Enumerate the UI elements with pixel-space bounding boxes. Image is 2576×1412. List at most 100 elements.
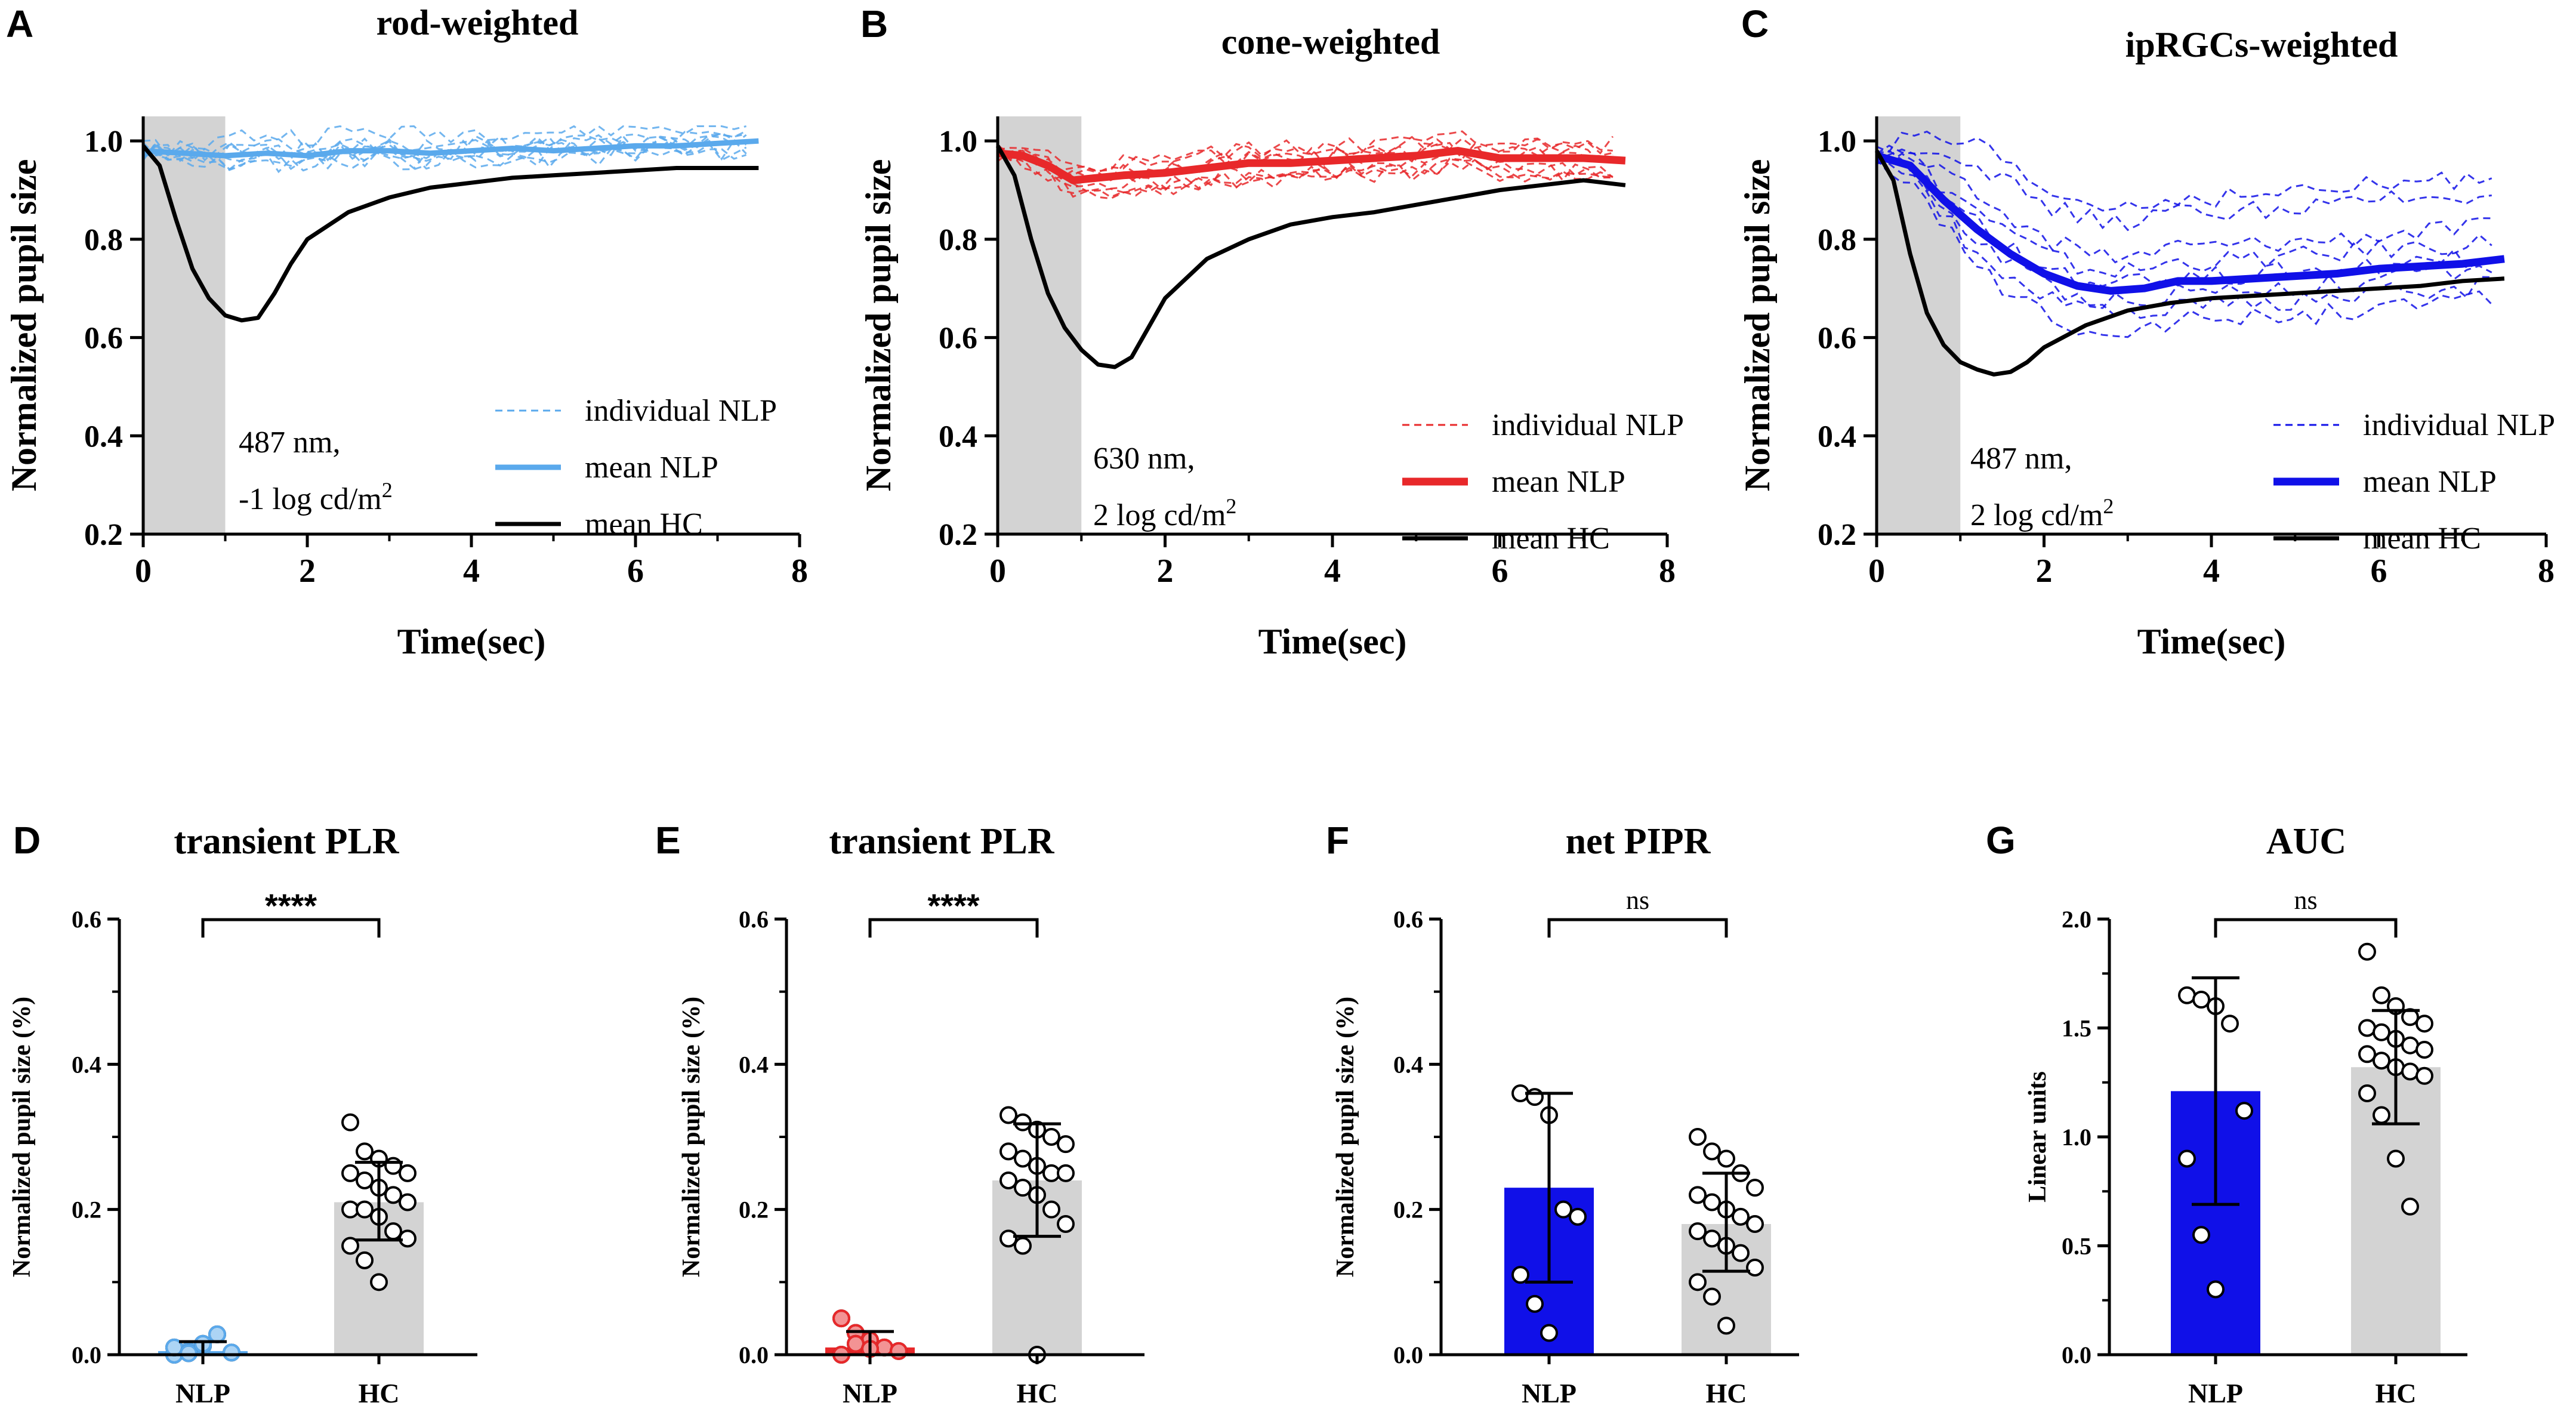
panel-title: AUC: [2266, 821, 2346, 862]
individual-trace: [997, 144, 1614, 190]
x-tick-label: 4: [463, 553, 480, 590]
luminance-text: 2 log cd/m: [1093, 498, 1226, 532]
data-point: [2373, 1023, 2390, 1041]
x-tick-label: 6: [627, 553, 644, 590]
stimulus-window: [1877, 116, 1961, 534]
data-point: [1042, 1200, 1060, 1219]
data-point: [1014, 1179, 1032, 1197]
y-tick-label: 0.8: [1818, 223, 1856, 257]
y-tick-label: 0.0: [72, 1342, 101, 1368]
data-point: [999, 1171, 1017, 1189]
data-point: [356, 1200, 374, 1219]
legend-label: mean NLP: [2363, 465, 2497, 499]
y-axis-label: Normalized pupil size (%): [1332, 997, 1359, 1277]
data-point: [384, 1222, 402, 1241]
data-point: [1540, 1324, 1558, 1342]
y-tick-label: 0.2: [739, 1197, 769, 1223]
y-tick-label: 0.0: [1393, 1342, 1423, 1368]
data-point: [2415, 1041, 2433, 1059]
data-point: [2401, 1036, 2419, 1055]
x-tick-label: 4: [2203, 553, 2220, 590]
data-point: [1717, 1149, 1735, 1168]
luminance-superscript: 2: [2103, 494, 2114, 518]
individual-trace: [1876, 148, 2492, 264]
data-point: [356, 1251, 374, 1269]
individual-trace: [1876, 144, 2492, 232]
x-axis-label: Time(sec): [397, 622, 546, 661]
legend-label: individual NLP: [1492, 408, 1684, 442]
x-tick-label: NLP: [843, 1378, 897, 1408]
x-tick-label: NLP: [1522, 1378, 1577, 1408]
significance-bracket: [868, 918, 1039, 938]
x-tick-label: 2: [2036, 553, 2053, 590]
y-tick-label: 0.2: [72, 1197, 101, 1223]
data-point: [1057, 1215, 1075, 1233]
data-point: [1511, 1266, 1529, 1284]
data-point: [341, 1113, 359, 1132]
data-point: [1703, 1142, 1721, 1161]
y-axis-label: Normalized pupil size (%): [8, 997, 36, 1277]
y-tick-label: 0.6: [939, 322, 977, 356]
data-point: [2221, 1015, 2239, 1033]
data-point: [1689, 1222, 1707, 1241]
y-tick-label: 0.4: [84, 420, 123, 454]
data-point: [341, 1237, 359, 1255]
individual-trace: [997, 147, 1613, 196]
condition-wavelength: 630 nm,: [1093, 442, 1195, 476]
y-tick-label: 0.2: [1818, 518, 1856, 552]
data-point-colored: [208, 1325, 226, 1343]
panel-title: transient PLR: [829, 821, 1054, 862]
data-point: [1746, 1259, 1764, 1277]
y-tick-label: 0.4: [1393, 1051, 1423, 1078]
data-point: [399, 1193, 417, 1211]
x-tick-label: 0: [135, 553, 152, 590]
data-point: [356, 1171, 374, 1189]
y-tick-label: 0.6: [84, 322, 123, 356]
legend-label: individual NLP: [2363, 408, 2555, 442]
luminance-text: -1 log cd/m: [239, 482, 382, 516]
panel-letter: G: [1986, 819, 2016, 862]
y-tick-label: 1.0: [84, 125, 123, 159]
data-point-colored: [832, 1309, 850, 1328]
data-point: [2358, 1019, 2376, 1037]
data-point: [1703, 1229, 1721, 1248]
x-tick-label: NLP: [2188, 1378, 2243, 1408]
significance-bracket: [2214, 918, 2398, 938]
y-tick-label: 0.2: [939, 518, 977, 552]
mean-nlp-line: [1875, 152, 2505, 295]
data-point: [2192, 991, 2210, 1009]
y-axis-label: Normalized pupil size: [859, 159, 898, 492]
panel-title: rod-weighted: [377, 3, 579, 42]
mean-hc-line: [141, 144, 759, 323]
x-tick-label: 2: [1157, 553, 1174, 590]
individual-trace: [1876, 130, 2492, 212]
panel-title: cone-weighted: [1221, 22, 1440, 61]
x-tick-label: 8: [791, 553, 808, 590]
y-tick-label: 2.0: [2062, 906, 2091, 933]
luminance-superscript: 2: [382, 478, 393, 502]
mean-nlp-line: [143, 138, 759, 159]
x-tick-label: HC: [359, 1378, 400, 1408]
data-point: [1732, 1207, 1750, 1226]
data-point: [2178, 986, 2196, 1004]
mean-hc-line: [1874, 149, 2505, 377]
data-point: [1689, 1186, 1707, 1204]
significance-label: ****: [265, 887, 317, 924]
x-axis-label: Time(sec): [2137, 622, 2286, 661]
data-point: [1014, 1237, 1032, 1255]
condition-luminance: -1 log cd/m2: [239, 478, 393, 516]
data-point: [1042, 1128, 1060, 1146]
y-tick-label: 0.8: [84, 223, 123, 257]
x-tick-label: 6: [2371, 553, 2387, 590]
data-point: [2373, 1052, 2390, 1070]
data-point: [1746, 1179, 1764, 1197]
y-tick-label: 1.0: [1818, 125, 1856, 159]
data-point: [2401, 1062, 2419, 1081]
y-tick-label: 0.6: [739, 906, 769, 933]
data-point: [1569, 1207, 1587, 1226]
panel-letter: F: [1326, 819, 1349, 862]
